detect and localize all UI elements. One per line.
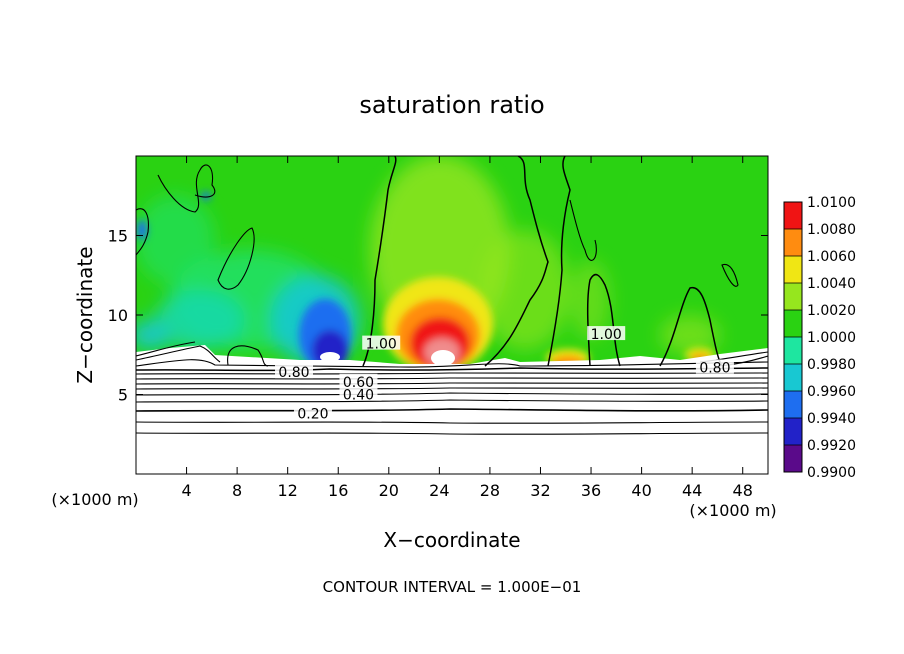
y-tick-label: 5 [118,386,128,405]
x-tick-label: 4 [181,481,191,500]
colorbar-label: 1.0060 [807,249,856,265]
contour-label: 1.00 [591,327,622,343]
chart-title: saturation ratio [359,91,544,119]
y-axis-label: Z−coordinate [73,246,97,383]
colorbar-label: 0.9900 [807,465,856,481]
colorbar-band [784,310,802,337]
x-tick-label: 44 [682,481,702,500]
colorbar-label: 1.0080 [807,222,856,238]
colorbar-label: 1.0040 [807,276,856,292]
contour-interval-note: CONTOUR INTERVAL = 1.000E−01 [323,578,582,596]
plot-area: 0.20 0.400.60 0.80 1.00 1.00 0.80 [136,156,768,474]
colorbar-band [784,256,802,283]
contour-label: 0.80 [699,360,730,376]
colorbar: 0.9900 0.9920 0.9940 0.9960 0.9980 1.0000 1.00… [783,195,856,481]
y-tick-label: 15 [108,227,128,246]
colorbar-band [784,391,802,418]
colorbar-band [784,202,802,229]
x-tick-label: 24 [429,481,449,500]
x-tick-label: 28 [480,481,500,500]
x-tick-label: 20 [379,481,399,500]
x-tick-label: 40 [631,481,651,500]
y-tick-label: 10 [108,306,128,325]
colorbar-band [784,337,802,364]
contour-label-bg [339,373,378,388]
contour-label: 0.60 [343,375,374,391]
colorbar-band [784,445,802,472]
colorbar-band [784,418,802,445]
colorbar-band [784,364,802,391]
field-soft-regions [136,156,720,365]
contour-label: 0.20 [297,407,328,423]
field-saturated-core [431,350,455,366]
contour-label: 0.80 [278,365,309,381]
x-axis: 4 8 12 16 20 24 28 32 36 40 44 48 [181,156,753,500]
colorbar-band [784,283,802,310]
contour-label-bg [587,326,626,341]
x-axis-label: X−coordinate [383,528,520,552]
x-tick-label: 48 [733,481,753,500]
x-tick-label: 12 [278,481,298,500]
contour-label-bg [362,335,401,350]
x-unit-right: (×1000 m) [689,501,776,520]
contour-label-bg [339,386,378,401]
colorbar-label: 0.9940 [807,411,856,427]
contour-label: 0.40 [343,388,374,404]
contour-label-bg [275,364,313,379]
y-axis: 5 10 15 [108,227,768,405]
x-tick-label: 8 [232,481,242,500]
colorbar-label: 1.0100 [807,195,856,211]
x-unit-left: (×1000 m) [51,490,138,509]
x-tick-label: 32 [530,481,550,500]
contour-labels: 0.20 0.400.60 0.80 1.00 1.00 0.80 [275,326,734,423]
contour-label-bg [293,405,332,420]
contour-label-bg [695,359,734,374]
x-tick-label: 16 [328,481,348,500]
colorbar-label: 0.9920 [807,438,856,454]
colorbar-label: 0.9960 [807,384,856,400]
field-white-patch [320,352,340,362]
colorbar-band [784,229,802,256]
x-tick-label: 36 [581,481,601,500]
contour-label: 1.00 [366,337,397,353]
colorbar-label: 1.0000 [807,330,856,346]
colorbar-label: 1.0020 [807,303,856,319]
colorbar-label: 0.9980 [807,357,856,373]
